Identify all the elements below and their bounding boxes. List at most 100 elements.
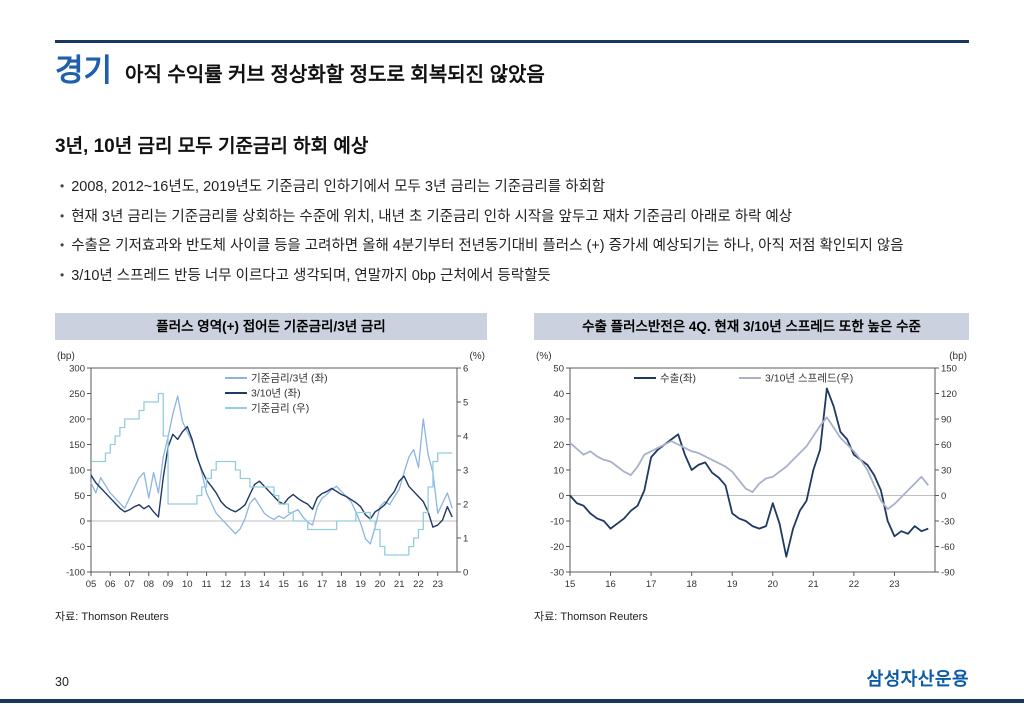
svg-text:11: 11 — [202, 579, 212, 590]
svg-text:150: 150 — [941, 364, 957, 375]
svg-text:10: 10 — [553, 466, 564, 477]
series-1 — [90, 425, 453, 528]
svg-text:17: 17 — [317, 579, 328, 590]
svg-text:23: 23 — [432, 579, 443, 590]
svg-text:21: 21 — [394, 579, 405, 590]
bullet-list: 2008, 2012~16년도, 2019년도 기준금리 인하기에서 모두 3년… — [60, 173, 970, 291]
chart-left: 플러스 영역(+) 접어든 기준금리/3년 금리 -100 -50 0 50 100 15… — [55, 313, 487, 624]
y-axis-left: -30 -20 -10 0 10 20 30 40 50 — [550, 364, 570, 579]
unit-right-label: (%) — [469, 351, 485, 362]
svg-text:10: 10 — [182, 579, 193, 590]
svg-text:6: 6 — [463, 364, 468, 375]
series-2 — [91, 392, 453, 556]
title-text: 아직 수익률 커브 정상화할 정도로 회복되진 않았음 — [125, 64, 545, 86]
legend: 기준금리/3년 (좌) 3/10년 (좌) 기준금리 (우) — [225, 373, 328, 415]
y-axis-left: -100 -50 0 50 100 150 200 250 300 — [66, 364, 91, 579]
svg-text:18: 18 — [336, 579, 347, 590]
chart-svg: -30 -20 -10 0 10 20 30 40 50 -90 -60 -30 0 30 60 90 120 1… — [536, 351, 967, 590]
svg-text:60: 60 — [941, 440, 952, 451]
chart-source: 자료: Thomson Reuters — [534, 611, 648, 623]
svg-text:100: 100 — [69, 466, 85, 477]
svg-text:19: 19 — [355, 579, 366, 590]
subtitle: 3년, 10년 금리 모두 기준금리 하회 예상 — [55, 136, 369, 157]
page-number: 30 — [55, 675, 69, 689]
svg-text:0: 0 — [941, 491, 946, 502]
svg-text:05: 05 — [86, 579, 97, 590]
y-axis-right: -90 -60 -30 0 30 60 90 120 150 — [935, 364, 957, 579]
chart-canvas: -30 -20 -10 0 10 20 30 40 50 -90 -60 -30 0 30 60 90 120 1… — [534, 344, 969, 607]
svg-text:0: 0 — [463, 568, 468, 579]
chart-source: 자료: Thomson Reuters — [55, 611, 169, 623]
svg-text:250: 250 — [69, 389, 85, 400]
charts-row: 플러스 영역(+) 접어든 기준금리/3년 금리 -100 -50 0 50 100 15… — [55, 313, 969, 624]
unit-left-label: (bp) — [57, 351, 75, 362]
x-axis: 15 16 17 18 19 20 21 22 23 — [565, 572, 900, 590]
svg-text:17: 17 — [646, 579, 657, 590]
svg-text:30: 30 — [553, 415, 564, 426]
y-axis-right: 0 1 2 3 4 5 6 — [457, 364, 468, 579]
svg-text:200: 200 — [69, 415, 85, 426]
svg-text:-10: -10 — [550, 517, 564, 528]
svg-text:20: 20 — [767, 579, 778, 590]
svg-text:06: 06 — [105, 579, 116, 590]
svg-text:0: 0 — [80, 517, 85, 528]
bullet-item: 2008, 2012~16년도, 2019년도 기준금리 인하기에서 모두 3년… — [60, 173, 970, 203]
svg-text:300: 300 — [69, 364, 85, 375]
svg-text:16: 16 — [605, 579, 616, 590]
bullet-item: 수출은 기저효과와 반도체 사이클 등을 고려하면 올해 4분기부터 전년동기대… — [60, 232, 970, 262]
svg-text:15: 15 — [565, 579, 576, 590]
svg-text:14: 14 — [259, 579, 270, 590]
legend: 수출(좌) 3/10년 스프레드(우) — [634, 373, 853, 385]
svg-text:1: 1 — [463, 534, 468, 545]
svg-text:5: 5 — [463, 398, 468, 409]
x-axis: 05 06 07 08 09 10 11 12 13 14 15 16 17 18 19 20 21 22 23 — [86, 572, 443, 590]
svg-text:22: 22 — [413, 579, 424, 590]
svg-text:23: 23 — [889, 579, 900, 590]
chart-right: 수출 플러스반전은 4Q. 현재 3/10년 스프레드 또한 높은 수준 -30… — [534, 313, 969, 624]
svg-text:07: 07 — [124, 579, 135, 590]
chart-title: 플러스 영역(+) 접어든 기준금리/3년 금리 — [55, 313, 487, 340]
series-0 — [569, 387, 929, 558]
plot-border — [569, 367, 936, 573]
svg-text:-20: -20 — [550, 542, 564, 553]
svg-text:기준금리 (우): 기준금리 (우) — [251, 403, 309, 415]
svg-text:30: 30 — [941, 466, 952, 477]
svg-text:-90: -90 — [941, 568, 955, 579]
svg-text:-30: -30 — [550, 568, 564, 579]
chart-canvas: -100 -50 0 50 100 150 200 250 300 0 1 2 3 4 5 6 05 06 07 08… — [55, 344, 487, 607]
unit-right-label: (bp) — [949, 351, 967, 362]
svg-text:16: 16 — [298, 579, 309, 590]
svg-text:40: 40 — [553, 389, 564, 400]
unit-left-label: (%) — [536, 351, 552, 362]
svg-text:4: 4 — [463, 432, 468, 443]
svg-text:22: 22 — [849, 579, 860, 590]
svg-text:20: 20 — [375, 579, 386, 590]
series-1 — [569, 416, 929, 510]
company-logo: 삼성자산운용 — [866, 669, 969, 689]
svg-text:3/10년 (좌): 3/10년 (좌) — [251, 388, 301, 400]
svg-text:-50: -50 — [71, 542, 85, 553]
svg-text:09: 09 — [163, 579, 174, 590]
svg-text:150: 150 — [69, 440, 85, 451]
chart-title: 수출 플러스반전은 4Q. 현재 3/10년 스프레드 또한 높은 수준 — [534, 313, 969, 340]
svg-text:90: 90 — [941, 415, 952, 426]
top-divider — [55, 40, 969, 43]
svg-text:12: 12 — [221, 579, 232, 590]
bullet-item: 현재 3년 금리는 기준금리를 상회하는 수준에 위치, 내년 초 기준금리 인… — [60, 203, 970, 233]
section-label: 경기 — [55, 53, 113, 88]
svg-text:-100: -100 — [66, 568, 85, 579]
svg-text:18: 18 — [686, 579, 697, 590]
svg-text:-60: -60 — [941, 542, 955, 553]
svg-text:기준금리/3년 (좌): 기준금리/3년 (좌) — [251, 373, 328, 385]
svg-text:13: 13 — [240, 579, 251, 590]
svg-text:50: 50 — [553, 364, 564, 375]
svg-text:19: 19 — [727, 579, 738, 590]
svg-text:3/10년 스프레드(우): 3/10년 스프레드(우) — [765, 373, 853, 385]
page-title: 경기 아직 수익률 커브 정상화할 정도로 회복되진 않았음 — [55, 55, 545, 87]
svg-text:15: 15 — [278, 579, 289, 590]
svg-text:0: 0 — [559, 491, 564, 502]
svg-text:120: 120 — [941, 389, 957, 400]
svg-text:수출(좌): 수출(좌) — [660, 373, 696, 385]
svg-text:2: 2 — [463, 500, 468, 511]
